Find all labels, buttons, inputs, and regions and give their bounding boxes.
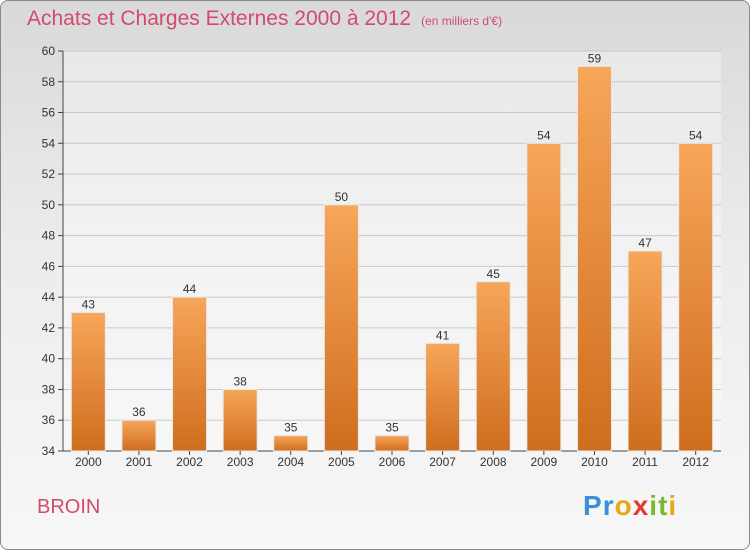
bar-2006	[374, 435, 410, 452]
x-tick-label-2004: 2004	[277, 455, 304, 469]
y-tick-label: 48	[42, 229, 56, 243]
data-label-2004: 35	[284, 421, 298, 435]
bar-2009	[526, 142, 562, 452]
proxiti-logo: Proxiti	[583, 490, 677, 522]
bar-2003	[222, 388, 258, 452]
y-tick-label: 44	[42, 290, 56, 304]
data-label-2008: 45	[487, 267, 501, 281]
x-tick-label-2009: 2009	[530, 455, 557, 469]
y-tick-label: 38	[42, 382, 56, 396]
data-label-2000: 43	[82, 298, 96, 312]
data-label-2007: 41	[436, 328, 450, 342]
x-tick-label-2003: 2003	[227, 455, 254, 469]
bar-2012	[678, 142, 714, 452]
data-label-2010: 59	[588, 51, 602, 65]
bar-2010	[576, 65, 612, 452]
logo-letter: i	[649, 490, 659, 521]
bar-2004	[273, 435, 309, 452]
logo-letter: r	[602, 490, 615, 521]
plot-area	[63, 51, 721, 451]
x-tick-label-2000: 2000	[75, 455, 102, 469]
x-tick-label-2012: 2012	[682, 455, 709, 469]
y-tick-label: 54	[42, 136, 56, 150]
bar-2002	[172, 296, 208, 452]
y-tick-label: 42	[42, 321, 56, 335]
data-label-2009: 54	[537, 128, 551, 142]
y-tick-label: 58	[42, 75, 56, 89]
place-name: BROIN	[37, 496, 101, 518]
bar-2007	[425, 342, 461, 452]
x-tick-label-2007: 2007	[429, 455, 456, 469]
x-tick-label-2011: 2011	[632, 455, 658, 469]
chart-title-text: Achats et Charges Externes 2000 à 2012	[27, 7, 412, 30]
x-tick-label-2001: 2001	[126, 455, 153, 469]
bar-2000	[70, 312, 106, 452]
y-tick-label: 52	[42, 167, 56, 181]
logo-letter: t	[658, 490, 669, 521]
bar-2011	[627, 250, 663, 452]
y-tick-label: 46	[42, 259, 56, 273]
y-tick-label: 56	[42, 106, 56, 120]
bar-2008	[475, 281, 511, 452]
y-tick-label: 36	[42, 413, 56, 427]
x-tick-label-2010: 2010	[581, 455, 608, 469]
logo-letter: P	[583, 490, 603, 521]
data-label-2012: 54	[689, 128, 703, 142]
x-tick-label-2005: 2005	[328, 455, 355, 469]
data-label-2006: 35	[385, 421, 399, 435]
x-tick-label-2006: 2006	[379, 455, 406, 469]
data-label-2002: 44	[183, 282, 197, 296]
unit-label: (en milliers d'€)	[421, 14, 503, 28]
x-tick-label-2002: 2002	[176, 455, 203, 469]
logo-letter: o	[614, 490, 633, 521]
bar-2005	[323, 204, 359, 452]
data-label-2011: 47	[638, 236, 652, 250]
x-tick-label-2008: 2008	[480, 455, 507, 469]
bar-2001	[121, 419, 157, 452]
y-tick-label: 50	[42, 198, 56, 212]
y-tick-label: 34	[42, 444, 56, 458]
chart-title: Achats et Charges Externes 2000 à 2012 (e…	[27, 7, 502, 31]
y-tick-label: 60	[42, 44, 56, 58]
y-tick-label: 40	[42, 352, 56, 366]
data-label-2003: 38	[233, 374, 247, 388]
data-label-2005: 50	[335, 190, 349, 204]
logo-letter: i	[668, 490, 678, 521]
data-label-2001: 36	[132, 405, 146, 419]
logo-letter: x	[632, 490, 650, 521]
